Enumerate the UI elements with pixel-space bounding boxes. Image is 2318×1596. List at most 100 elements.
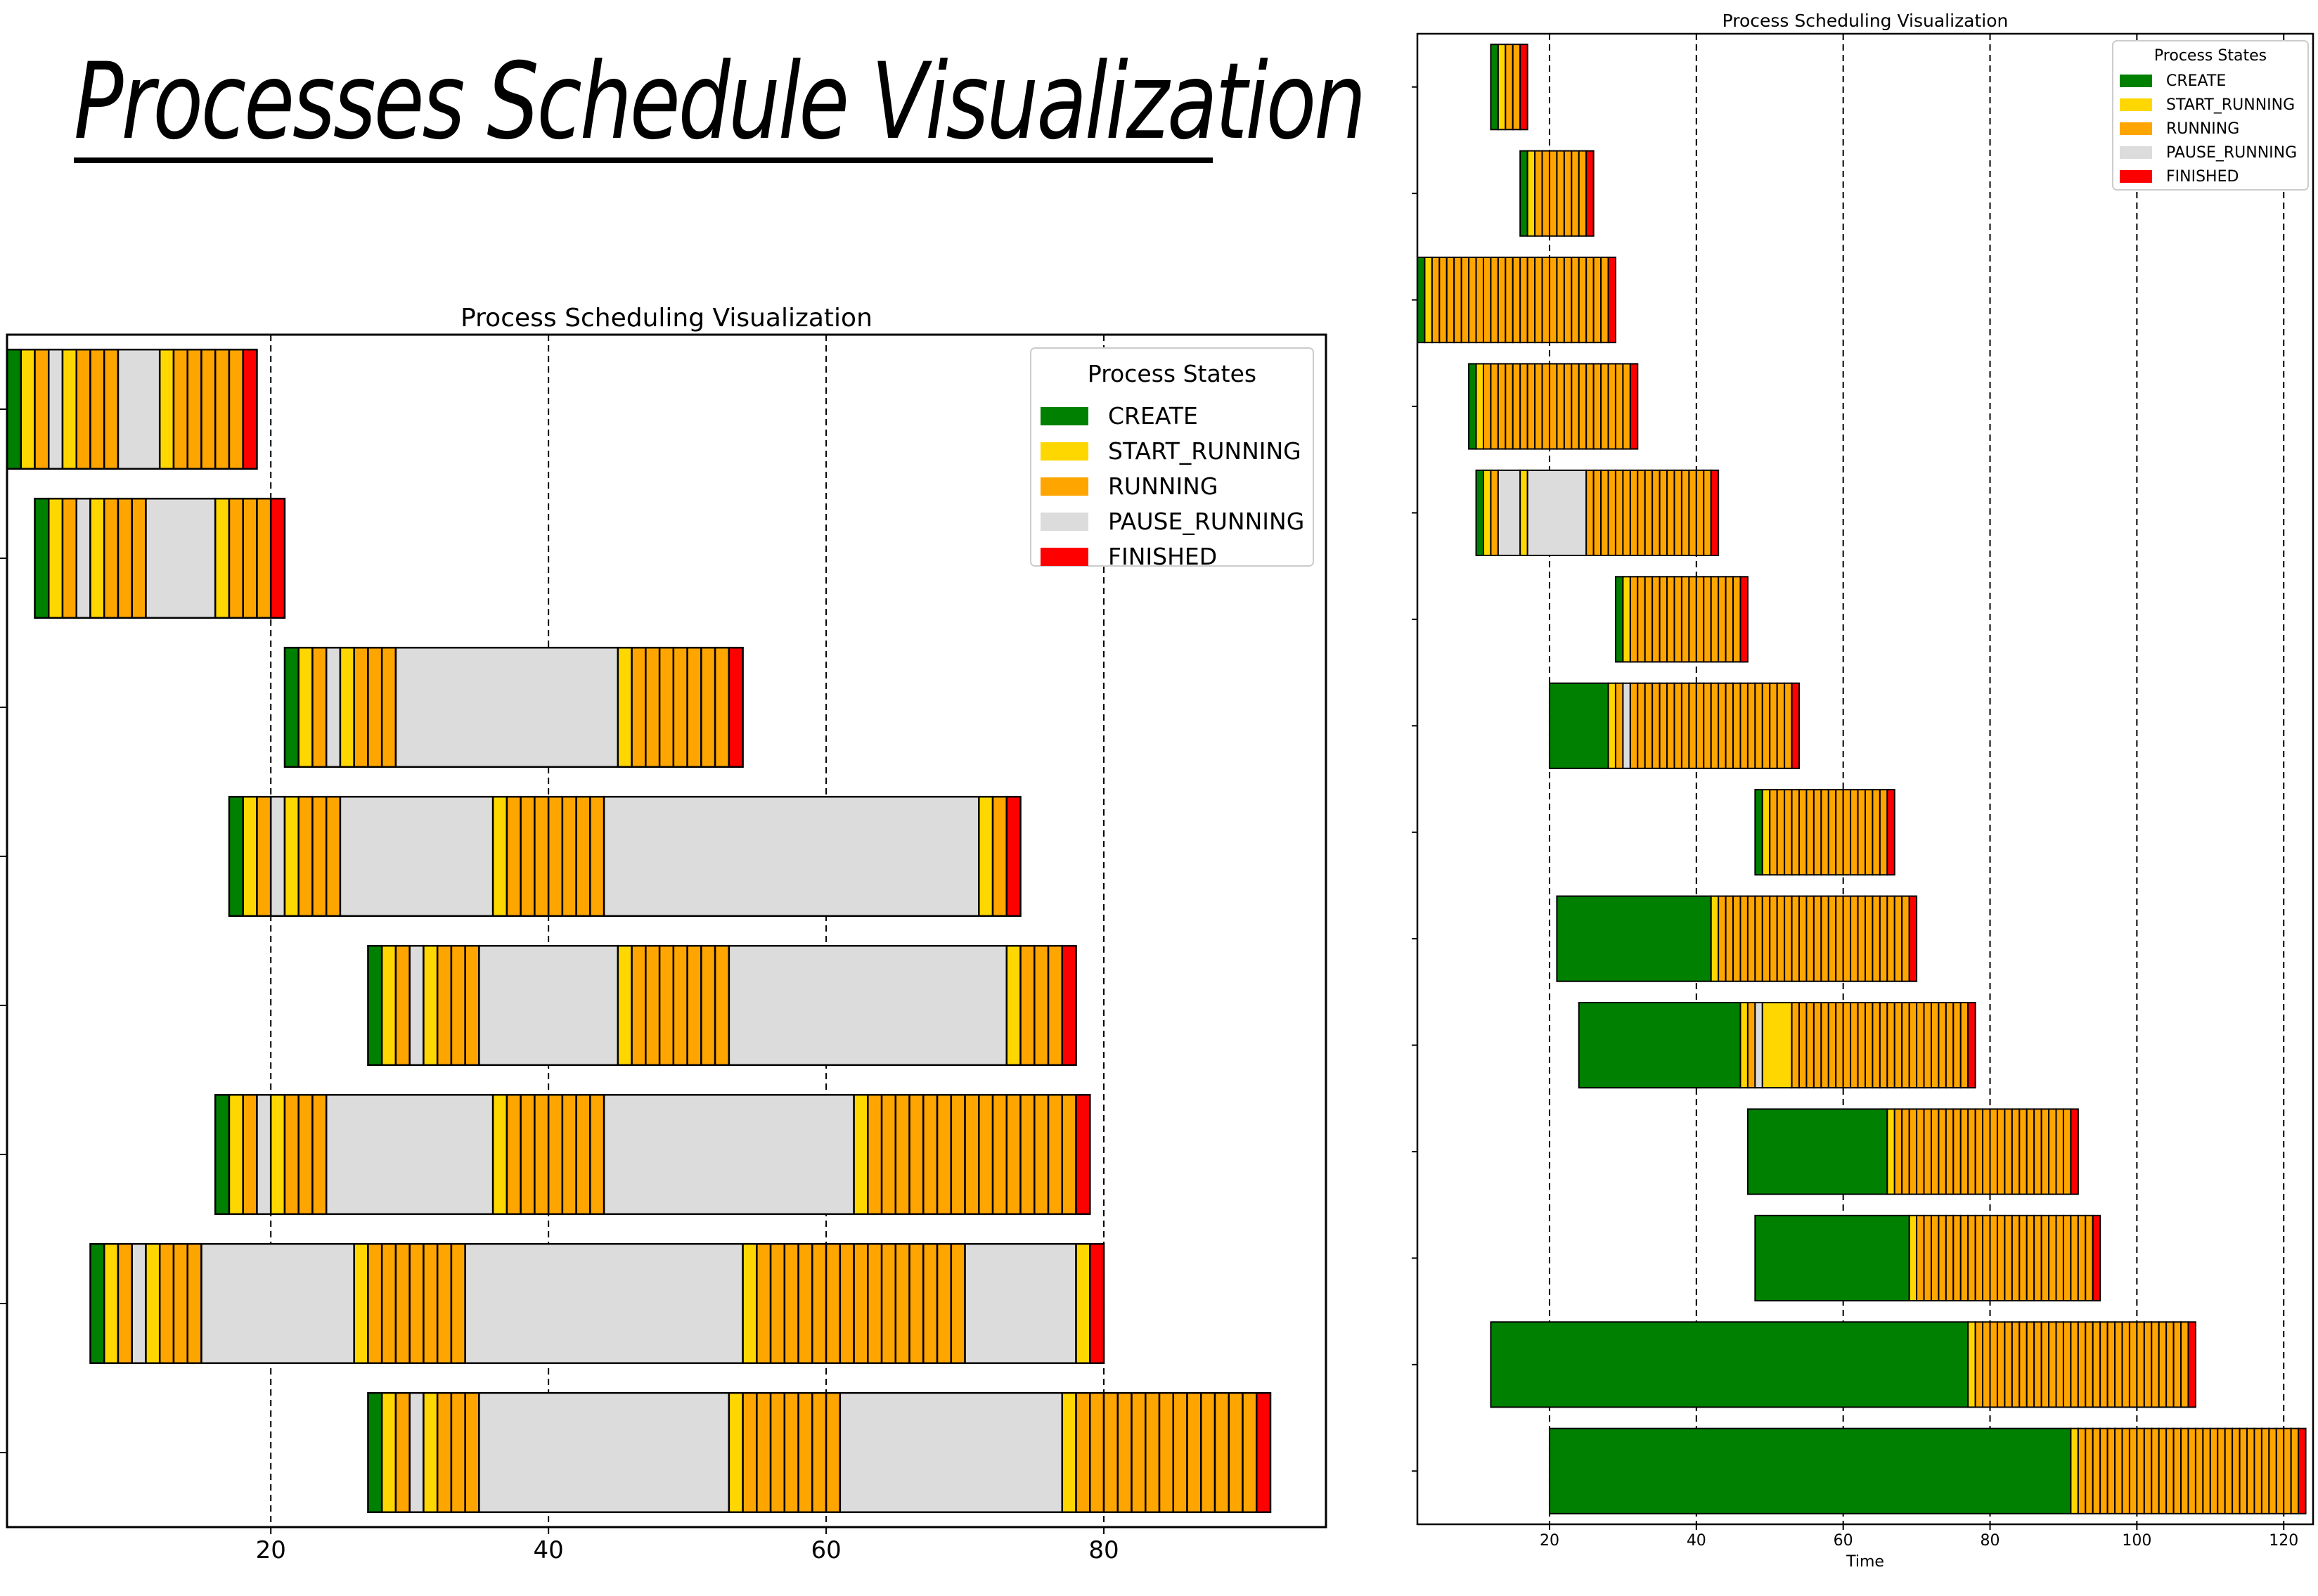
segment-running: [1827, 789, 1837, 876]
segment-running: [936, 1093, 953, 1216]
segment-running: [1967, 1108, 1976, 1195]
segment-running: [2180, 1427, 2189, 1514]
segment-running: [1893, 895, 1903, 982]
segment-running: [1908, 1108, 1918, 1195]
gantt-chart-left: Process Scheduling Visualization 20 40 60 80…: [0, 304, 1327, 1564]
segment-running: [2136, 1427, 2145, 1514]
legend-label: FINISHED: [2166, 168, 2239, 186]
segment-running: [2128, 1321, 2138, 1408]
segment-running: [450, 1242, 466, 1365]
segment-running: [839, 1242, 855, 1365]
segment-running: [658, 646, 675, 768]
legend-label: START_RUNNING: [2166, 96, 2295, 114]
segment-running: [1886, 895, 1895, 982]
segment-start-running: [728, 1391, 744, 1514]
segment-create: [283, 646, 300, 768]
segment-running: [2151, 1321, 2160, 1408]
segment-running: [1622, 469, 1631, 556]
segment-running: [1688, 682, 1697, 769]
segment-running: [1556, 363, 1565, 450]
segment-running: [131, 497, 147, 619]
segment-running: [1585, 257, 1595, 344]
segment-running: [1600, 363, 1609, 450]
segment-running: [1490, 469, 1499, 556]
segment-running: [1718, 576, 1727, 663]
x-tick-label: 60: [811, 1536, 841, 1564]
segment-finished: [242, 348, 258, 470]
segment-running: [1468, 257, 1477, 344]
segment-create: [1417, 257, 1426, 344]
segment-pause-running: [728, 944, 1008, 1067]
segment-running: [1585, 469, 1595, 556]
segment-running: [1739, 895, 1749, 982]
segment-running: [1512, 257, 1521, 344]
segment-running: [1746, 895, 1756, 982]
segment-running: [1857, 789, 1866, 876]
segment-running: [520, 795, 536, 918]
legend-label: CREATE: [1108, 402, 1198, 430]
segment-running: [1989, 1321, 1998, 1408]
segment-running: [2194, 1427, 2204, 1514]
segment-running: [450, 944, 466, 1067]
chart-title: Process Scheduling Visualization: [1723, 11, 2009, 31]
legend-box: [1030, 347, 1314, 567]
segment-running: [1475, 257, 1484, 344]
segment-running: [1680, 469, 1690, 556]
segment-running: [1519, 363, 1528, 450]
segment-running: [506, 1093, 522, 1216]
segment-running: [103, 348, 120, 470]
segment-running: [2209, 1427, 2219, 1514]
segment-create: [1548, 682, 1609, 769]
legend: Process States CREATE START_RUNNING RUNNING…: [2112, 40, 2309, 191]
segment-running: [380, 1242, 397, 1365]
process-bar: [283, 646, 744, 768]
segment-running: [1242, 1391, 1258, 1514]
chart-title: Process Scheduling Visualization: [461, 304, 873, 333]
segment-running: [1600, 257, 1609, 344]
segment-running: [714, 646, 730, 768]
segment-create: [1548, 1427, 2072, 1514]
segment-running: [1901, 1108, 1910, 1195]
process-bar: [1578, 1002, 1976, 1089]
segment-running: [2055, 1214, 2064, 1302]
segment-running: [1102, 1391, 1119, 1514]
segment-pause-running: [117, 348, 161, 470]
segment-running: [2018, 1321, 2028, 1408]
segment-running: [1827, 1002, 1837, 1089]
segment-finished: [1710, 469, 1720, 556]
segment-running: [1967, 1214, 1976, 1302]
segment-running: [1959, 1002, 1969, 1089]
legend-swatch: [1041, 442, 1088, 461]
segment-running: [1996, 1321, 2006, 1408]
segment-running: [1982, 1108, 1991, 1195]
x-tick-label: 40: [534, 1536, 564, 1564]
segment-running: [1812, 1002, 1822, 1089]
segment-running: [1651, 469, 1661, 556]
process-bar: [367, 1391, 1272, 1514]
segment-running: [1739, 682, 1749, 769]
segment-running: [2004, 1214, 2013, 1302]
segment-running: [2011, 1321, 2021, 1408]
segment-start-running: [1519, 469, 1528, 556]
segment-running: [1916, 1108, 1925, 1195]
segment-running: [1644, 682, 1654, 769]
segment-running: [880, 1093, 897, 1216]
segment-running: [2121, 1321, 2130, 1408]
segment-pause-running: [339, 795, 494, 918]
segment-running: [1791, 1002, 1801, 1089]
segment-running: [186, 348, 202, 470]
segment-running: [1938, 1214, 1947, 1302]
segment-finished: [2298, 1427, 2307, 1514]
segment-running: [2290, 1427, 2300, 1514]
segment-running: [811, 1391, 828, 1514]
segment-running: [1776, 895, 1786, 982]
segment-running: [1710, 682, 1720, 769]
segment-running: [1578, 150, 1588, 237]
segment-running: [575, 1093, 591, 1216]
segment-running: [2202, 1427, 2211, 1514]
segment-running: [1784, 682, 1793, 769]
segment-running: [1453, 257, 1462, 344]
segment-running: [1695, 576, 1705, 663]
segment-running: [1761, 682, 1771, 769]
segment-pause-running: [145, 497, 217, 619]
